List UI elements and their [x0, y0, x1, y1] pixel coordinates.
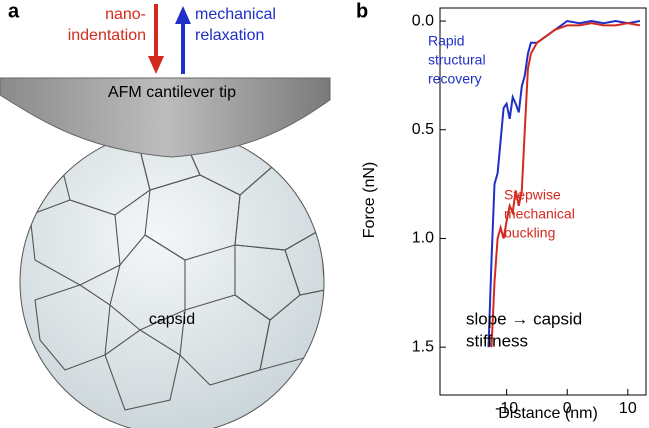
annotation: recovery — [428, 71, 482, 87]
x-axis-label: Distance (nm) — [498, 405, 598, 422]
tip-label: AFM cantilever tip — [108, 84, 236, 101]
annotation: Rapid — [428, 33, 465, 49]
y-tick-label: 0.0 — [412, 12, 434, 29]
panel-label: b — [356, 0, 368, 22]
y-tick-label: 0.5 — [412, 121, 434, 138]
capsid-illustration — [19, 129, 325, 428]
x-tick-label: 0 — [563, 400, 572, 417]
capsid-label: capsid — [149, 311, 195, 328]
y-axis-label: Force (nN) — [361, 162, 378, 238]
annotation: Stepwise — [504, 187, 561, 203]
y-tick-label: 1.5 — [412, 338, 434, 355]
series-line — [487, 19, 641, 348]
cantilever-tip — [0, 77, 331, 158]
indent-text: nano- — [105, 6, 146, 23]
annotation: slope → capsid — [466, 309, 582, 328]
x-tick-label: 10 — [619, 400, 637, 417]
panel-label: a — [8, 0, 20, 22]
indent-text: indentation — [68, 27, 146, 44]
y-tick-label: 1.0 — [412, 230, 434, 247]
annotation: structural — [428, 52, 486, 68]
indent-arrowhead — [148, 56, 164, 74]
annotation: mechanical — [504, 206, 575, 222]
annotation: buckling — [504, 225, 555, 241]
relax-arrowhead — [175, 6, 191, 24]
series-line — [490, 22, 641, 348]
relax-text: relaxation — [195, 27, 264, 44]
annotation: stiffness — [466, 331, 528, 350]
relax-text: mechanical — [195, 6, 276, 23]
x-tick-label: -10 — [495, 400, 518, 417]
plot-frame — [439, 7, 647, 396]
